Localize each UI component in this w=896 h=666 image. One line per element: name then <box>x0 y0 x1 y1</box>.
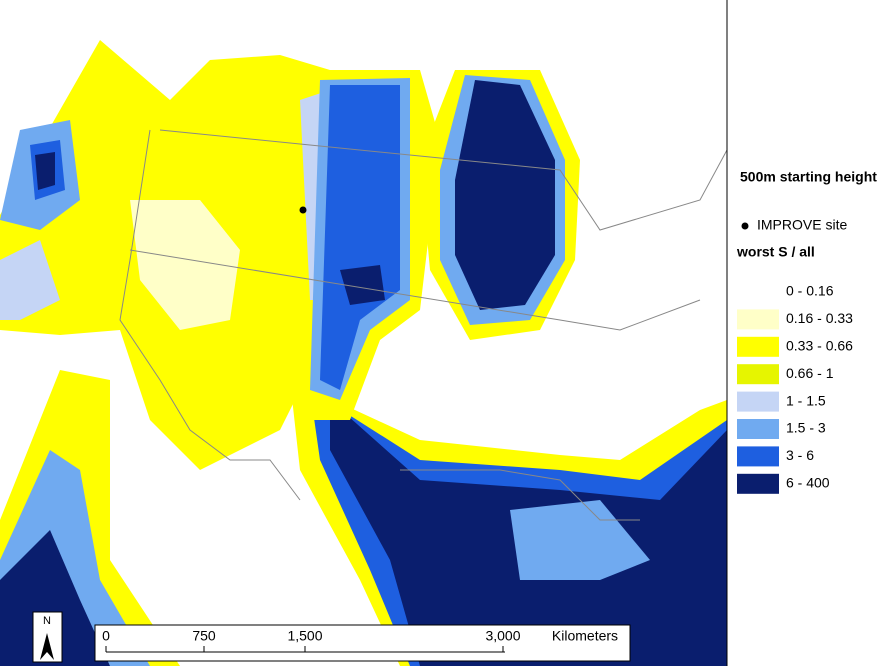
legend: 500m starting height IMPROVE site worst … <box>736 169 877 260</box>
legend-swatch <box>737 419 779 439</box>
legend-swatch <box>737 391 779 412</box>
scale-label: 1,500 <box>287 628 322 644</box>
scale-label: 0 <box>102 628 110 644</box>
legend-swatch <box>737 309 779 330</box>
legend-swatch <box>737 364 779 385</box>
legend-swatch <box>737 336 779 357</box>
legend-label: 1.5 - 3 <box>786 420 826 436</box>
legend-label: 1 - 1.5 <box>786 392 826 408</box>
scale-bar: Kilometers <box>94 624 631 662</box>
site-symbol <box>741 222 749 230</box>
legend-label: 3 - 6 <box>786 447 814 463</box>
legend-swatch <box>737 446 779 467</box>
scale-label: 750 <box>192 628 216 644</box>
legend-swatch <box>737 282 779 302</box>
north-label: N <box>43 615 51 627</box>
north-arrow: N <box>32 611 63 663</box>
map-body <box>0 0 728 666</box>
site-label: IMPROVE site <box>757 217 847 233</box>
legend-label: 0.66 - 1 <box>786 365 834 381</box>
legend-label: 0.16 - 0.33 <box>786 310 853 326</box>
legend-label: 6 - 400 <box>786 475 830 491</box>
scale-label: 3,000 <box>485 628 520 644</box>
legend-label: 0.33 - 0.66 <box>786 338 853 354</box>
legend-label: 0 - 0.16 <box>786 283 834 299</box>
legend-subtitle: worst S / all <box>736 244 815 260</box>
scale-unit: Kilometers <box>552 628 618 644</box>
legend-swatch <box>737 473 779 494</box>
legend-title: 500m starting height <box>740 169 877 185</box>
